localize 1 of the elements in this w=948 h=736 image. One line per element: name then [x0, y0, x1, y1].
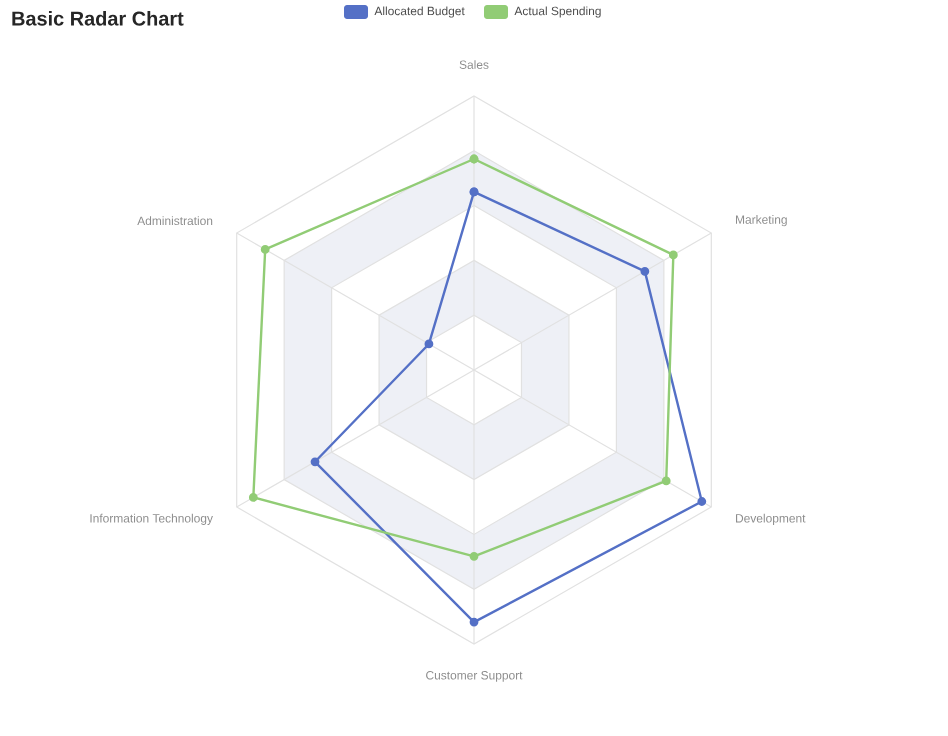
chart-title: Basic Radar Chart	[12, 11, 184, 26]
